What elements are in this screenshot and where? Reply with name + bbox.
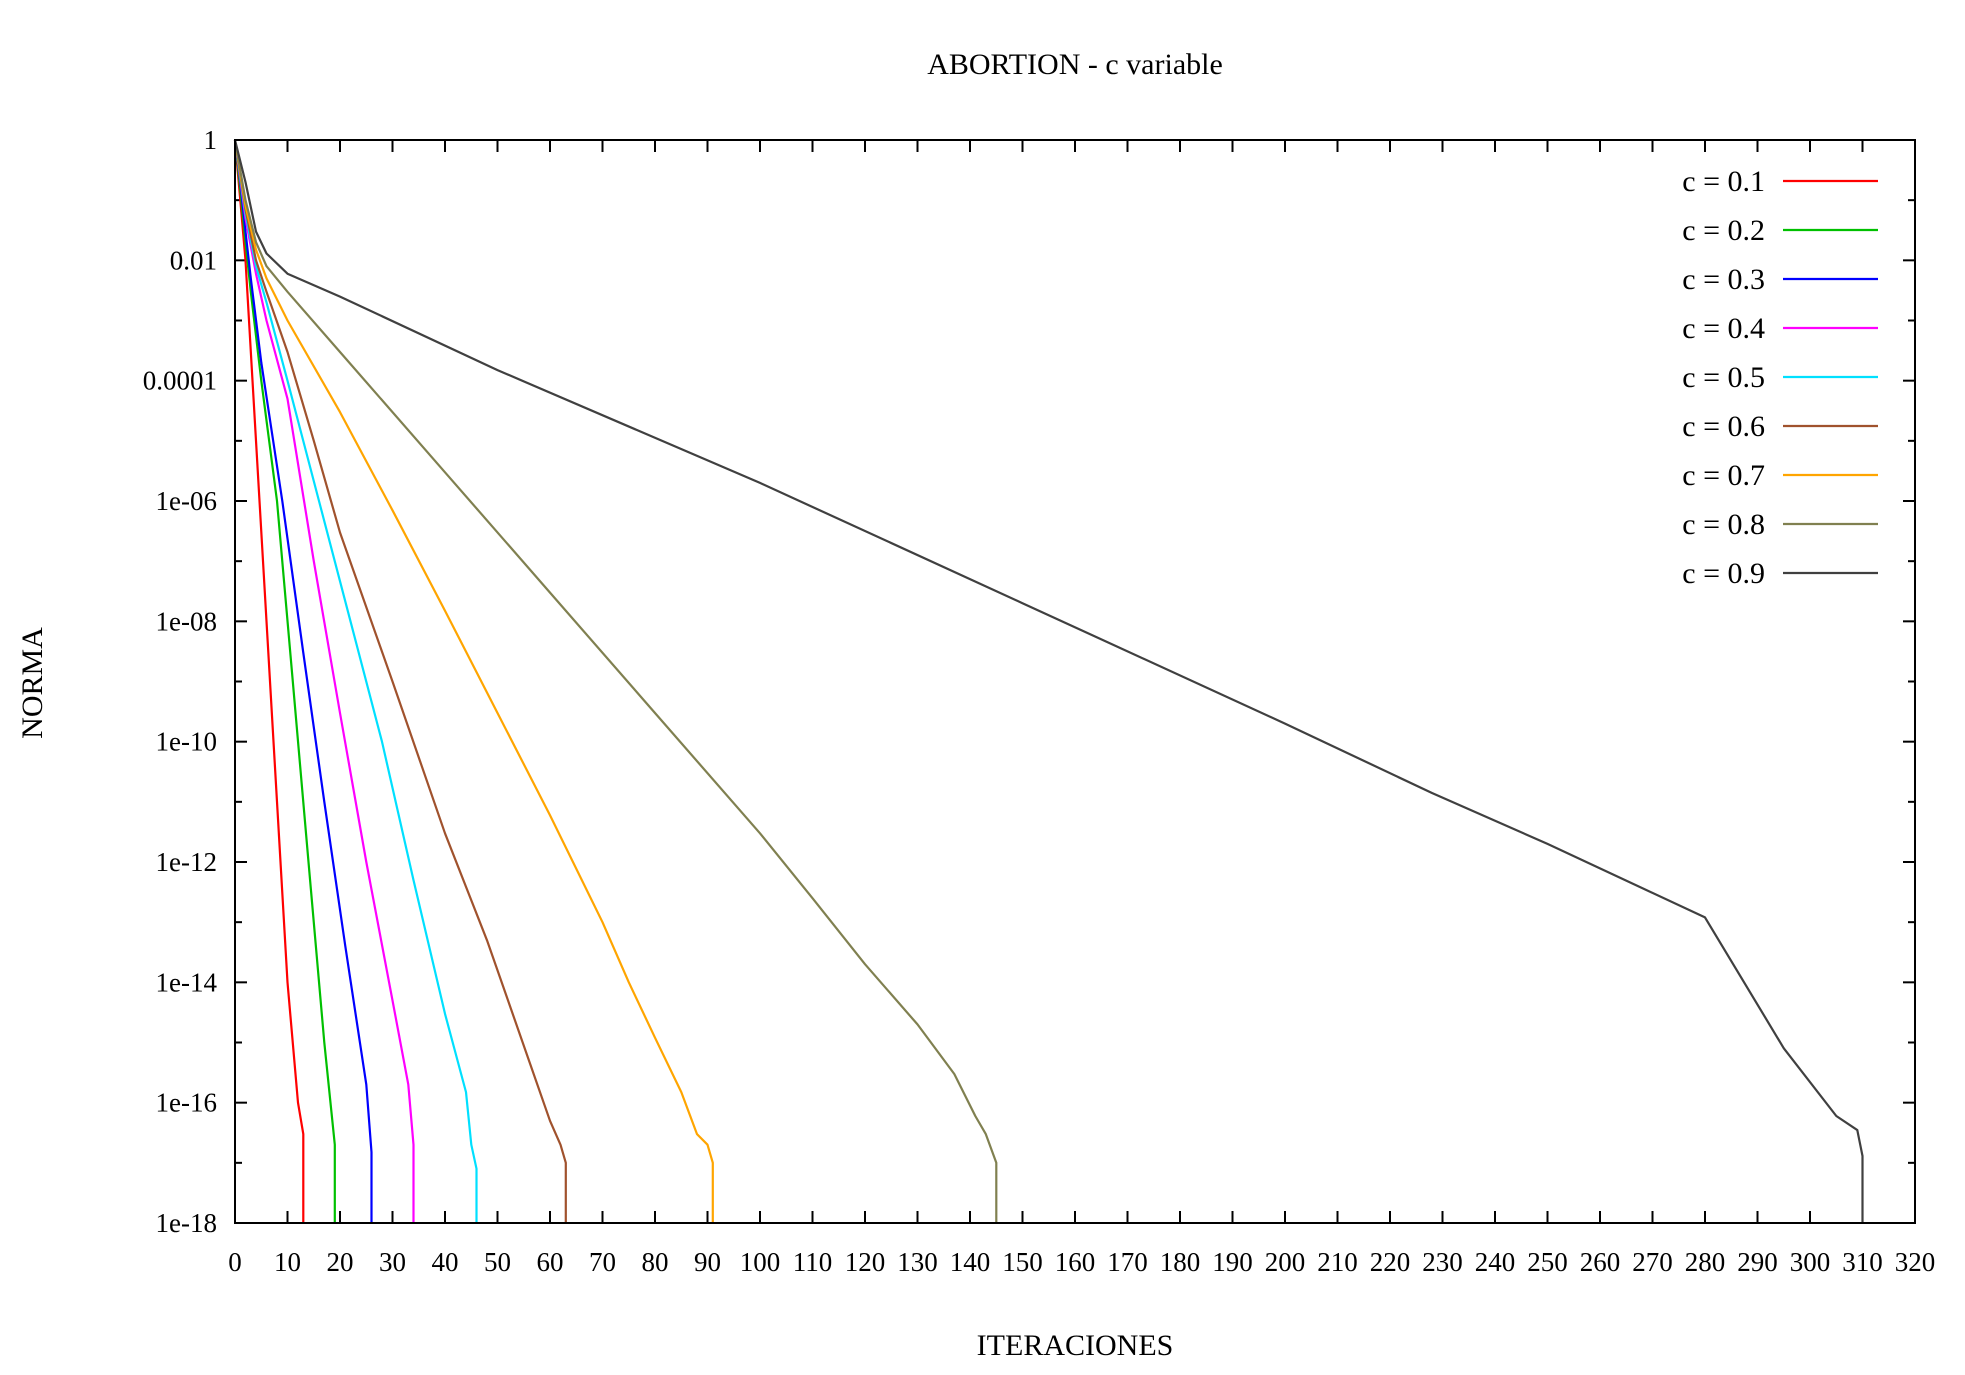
y-tick-label: 1e-14 (156, 967, 218, 997)
series-line-2 (233, 139, 336, 1223)
series-line-7 (233, 139, 714, 1223)
legend-label: c = 0.5 (1682, 361, 1765, 394)
legend-label: c = 0.9 (1682, 557, 1765, 590)
x-tick-label: 50 (484, 1247, 511, 1277)
x-tick-label: 300 (1790, 1247, 1831, 1277)
series-line-6 (233, 139, 567, 1223)
x-tick-label: 290 (1737, 1247, 1778, 1277)
legend-label: c = 0.1 (1682, 165, 1765, 198)
series-line-1 (233, 139, 305, 1223)
x-tick-label: 60 (537, 1247, 564, 1277)
x-tick-label: 120 (845, 1247, 886, 1277)
x-tick-label: 190 (1212, 1247, 1253, 1277)
legend-label: c = 0.2 (1682, 214, 1765, 247)
x-tick-label: 130 (897, 1247, 938, 1277)
x-tick-label: 220 (1370, 1247, 1411, 1277)
y-tick-label: 0.0001 (143, 366, 217, 396)
x-tick-label: 310 (1842, 1247, 1883, 1277)
x-axis-label: ITERACIONES (977, 1329, 1174, 1362)
y-tick-label: 1e-18 (156, 1208, 217, 1238)
series-line-9 (233, 139, 1864, 1223)
y-tick-label: 1e-08 (156, 606, 217, 636)
x-tick-label: 260 (1580, 1247, 1621, 1277)
y-tick-label: 1 (204, 125, 218, 155)
plot-frame (234, 139, 1916, 1224)
x-tick-label: 270 (1632, 1247, 1673, 1277)
y-tick-label: 1e-10 (156, 727, 217, 757)
y-tick-label: 1e-16 (156, 1088, 217, 1118)
legend: c = 0.1 c = 0.2 c = 0.3 c = 0.4 c = 0.5 c = 0… (1682, 165, 1878, 590)
axis-ticks: 0 10 20 30 40 50 60 70 80 90 100 110 120 130 140 150 160… (143, 125, 1936, 1277)
legend-label: c = 0.3 (1682, 263, 1765, 296)
x-tick-label: 90 (694, 1247, 721, 1277)
x-tick-label: 20 (327, 1247, 354, 1277)
x-tick-label: 160 (1055, 1247, 1096, 1277)
x-tick-label: 180 (1160, 1247, 1201, 1277)
y-tick-label: 0.01 (170, 245, 217, 275)
x-tick-label: 70 (589, 1247, 616, 1277)
y-tick-label: 1e-12 (156, 847, 217, 877)
series-line-4 (233, 139, 415, 1223)
x-tick-label: 230 (1422, 1247, 1463, 1277)
legend-label: c = 0.7 (1682, 459, 1765, 492)
legend-label: c = 0.4 (1682, 312, 1765, 345)
x-tick-label: 10 (274, 1247, 301, 1277)
x-tick-label: 210 (1317, 1247, 1358, 1277)
series-lines (233, 139, 1864, 1223)
x-tick-label: 200 (1265, 1247, 1306, 1277)
legend-label: c = 0.6 (1682, 410, 1765, 443)
y-tick-label: 1e-06 (156, 486, 217, 516)
series-line-8 (233, 139, 998, 1223)
x-tick-label: 240 (1475, 1247, 1516, 1277)
x-tick-label: 110 (793, 1247, 833, 1277)
x-tick-label: 0 (228, 1247, 242, 1277)
x-tick-label: 250 (1527, 1247, 1568, 1277)
x-tick-label: 150 (1002, 1247, 1043, 1277)
legend-label: c = 0.8 (1682, 508, 1765, 541)
x-tick-label: 100 (740, 1247, 781, 1277)
x-tick-label: 170 (1107, 1247, 1148, 1277)
series-line-5 (233, 139, 478, 1223)
chart-title: ABORTION - c variable (927, 48, 1223, 81)
x-tick-label: 30 (379, 1247, 406, 1277)
series-line-3 (233, 139, 373, 1223)
x-tick-label: 320 (1895, 1247, 1936, 1277)
x-tick-label: 140 (950, 1247, 991, 1277)
x-tick-label: 280 (1685, 1247, 1726, 1277)
y-axis-label: NORMA (16, 627, 49, 739)
x-tick-label: 80 (642, 1247, 669, 1277)
x-tick-label: 40 (432, 1247, 459, 1277)
